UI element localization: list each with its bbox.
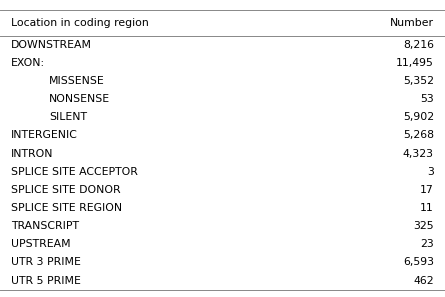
Text: 53: 53	[420, 94, 434, 104]
Text: 5,352: 5,352	[403, 76, 434, 86]
Text: 462: 462	[413, 276, 434, 285]
Text: INTERGENIC: INTERGENIC	[11, 130, 78, 140]
Text: UTR 5 PRIME: UTR 5 PRIME	[11, 276, 81, 285]
Text: 23: 23	[420, 239, 434, 249]
Text: 3: 3	[427, 167, 434, 177]
Text: SPLICE SITE ACCEPTOR: SPLICE SITE ACCEPTOR	[11, 167, 138, 177]
Text: TRANSCRIPT: TRANSCRIPT	[11, 221, 79, 231]
Text: EXON:: EXON:	[11, 58, 45, 68]
Text: SPLICE SITE REGION: SPLICE SITE REGION	[11, 203, 122, 213]
Text: INTRON: INTRON	[11, 148, 54, 159]
Text: UPSTREAM: UPSTREAM	[11, 239, 71, 249]
Text: UTR 3 PRIME: UTR 3 PRIME	[11, 257, 81, 267]
Text: 11: 11	[420, 203, 434, 213]
Text: 11,495: 11,495	[396, 58, 434, 68]
Text: 5,268: 5,268	[403, 130, 434, 140]
Text: 8,216: 8,216	[403, 40, 434, 50]
Text: NONSENSE: NONSENSE	[49, 94, 110, 104]
Text: 4,323: 4,323	[403, 148, 434, 159]
Text: Location in coding region: Location in coding region	[11, 18, 149, 28]
Text: SILENT: SILENT	[49, 112, 87, 122]
Text: 17: 17	[420, 185, 434, 195]
Text: SPLICE SITE DONOR: SPLICE SITE DONOR	[11, 185, 121, 195]
Text: Number: Number	[390, 18, 434, 28]
Text: DOWNSTREAM: DOWNSTREAM	[11, 40, 92, 50]
Text: MISSENSE: MISSENSE	[49, 76, 105, 86]
Text: 5,902: 5,902	[403, 112, 434, 122]
Text: 325: 325	[413, 221, 434, 231]
Text: 6,593: 6,593	[403, 257, 434, 267]
